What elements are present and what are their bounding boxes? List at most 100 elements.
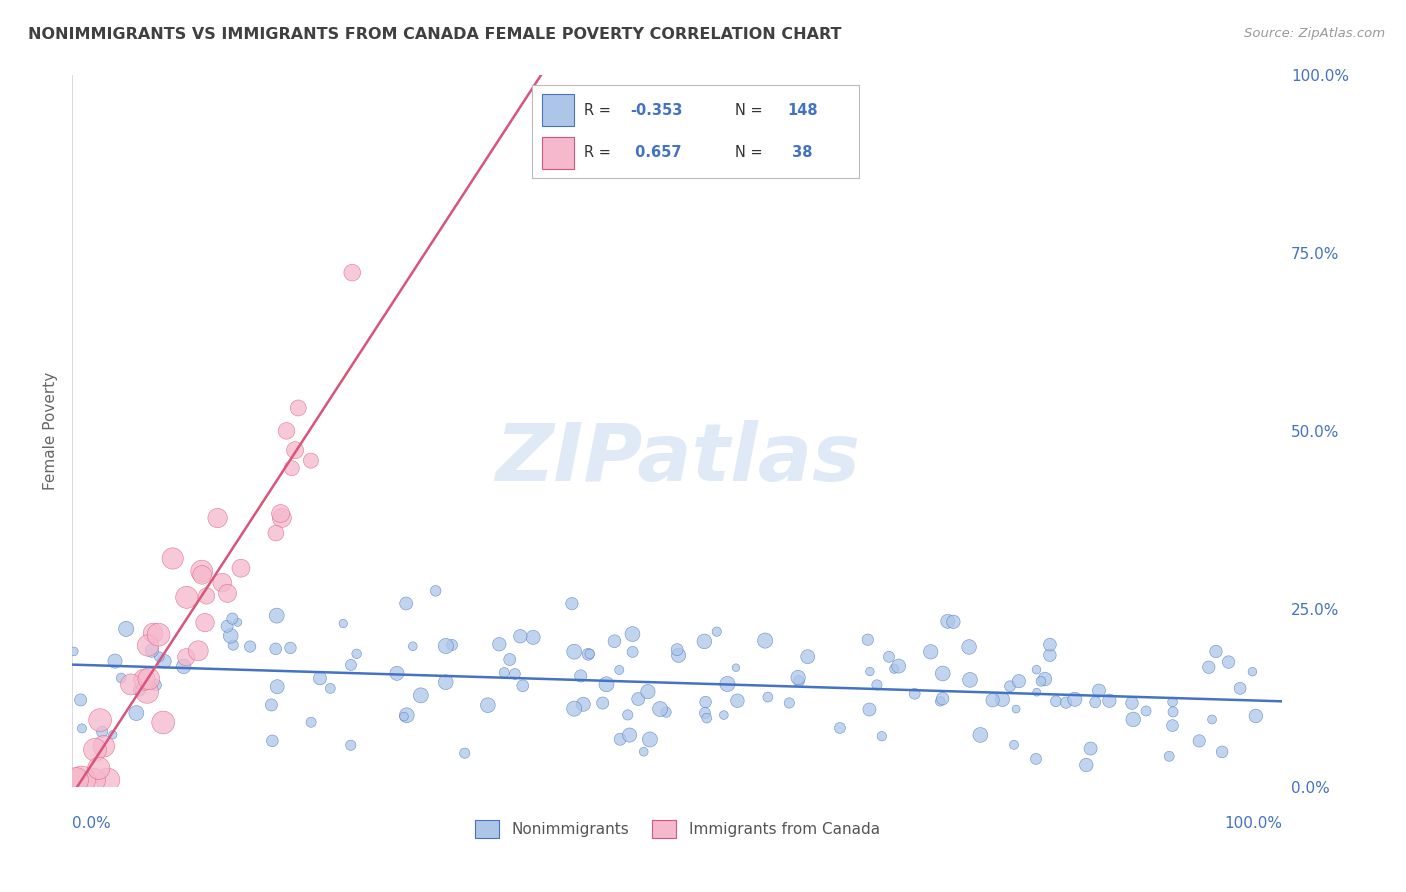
- Point: [319, 681, 342, 696]
- Point: [936, 615, 959, 629]
- Point: [1198, 660, 1220, 674]
- Point: [145, 678, 167, 692]
- Point: [1135, 704, 1157, 718]
- Point: [509, 629, 531, 643]
- Point: [1025, 752, 1047, 766]
- Point: [1218, 655, 1240, 669]
- Point: [503, 667, 526, 681]
- Point: [152, 715, 174, 730]
- Point: [264, 526, 287, 541]
- Point: [1241, 665, 1264, 679]
- Point: [173, 659, 195, 673]
- Point: [402, 640, 425, 654]
- Point: [187, 644, 209, 658]
- Point: [110, 671, 132, 685]
- Point: [1025, 663, 1047, 677]
- Point: [562, 701, 585, 715]
- Point: [920, 645, 942, 659]
- Point: [83, 772, 105, 787]
- Point: [576, 647, 599, 661]
- Point: [1025, 685, 1047, 699]
- Point: [562, 645, 585, 659]
- Point: [959, 673, 981, 687]
- Point: [668, 648, 690, 663]
- Point: [1161, 695, 1184, 709]
- Point: [695, 695, 717, 709]
- Point: [148, 649, 170, 664]
- Point: [957, 640, 980, 654]
- Point: [512, 679, 534, 693]
- Point: [561, 597, 583, 611]
- Point: [332, 616, 354, 631]
- Point: [1076, 758, 1098, 772]
- Point: [148, 628, 170, 642]
- Point: [725, 694, 748, 708]
- Point: [190, 564, 212, 578]
- Point: [395, 708, 418, 723]
- Point: [340, 657, 363, 672]
- Point: [1080, 741, 1102, 756]
- Point: [1159, 749, 1181, 764]
- Point: [595, 677, 617, 691]
- Point: [153, 654, 176, 668]
- Point: [1054, 696, 1077, 710]
- Point: [621, 645, 644, 659]
- Text: ZIPatlas: ZIPatlas: [495, 420, 859, 499]
- Point: [270, 511, 292, 525]
- Point: [211, 575, 233, 590]
- Point: [120, 677, 142, 691]
- Point: [713, 708, 735, 723]
- Point: [134, 673, 156, 687]
- Point: [693, 706, 716, 720]
- Point: [434, 675, 457, 690]
- Point: [621, 627, 644, 641]
- Point: [1229, 681, 1251, 696]
- Point: [142, 626, 165, 640]
- Point: [194, 615, 217, 630]
- Point: [787, 674, 810, 689]
- Point: [856, 632, 879, 647]
- Point: [998, 679, 1021, 693]
- Point: [627, 692, 650, 706]
- Point: [870, 729, 893, 743]
- Y-axis label: Female Poverty: Female Poverty: [44, 372, 58, 490]
- Point: [280, 640, 302, 655]
- Point: [434, 639, 457, 653]
- Point: [756, 690, 779, 704]
- Point: [648, 702, 671, 716]
- Point: [578, 647, 600, 661]
- Point: [454, 746, 477, 760]
- Point: [70, 722, 93, 736]
- Point: [1005, 702, 1028, 716]
- Point: [991, 692, 1014, 706]
- Text: Source: ZipAtlas.com: Source: ZipAtlas.com: [1244, 27, 1385, 40]
- Text: 0.0%: 0.0%: [72, 815, 111, 830]
- Point: [395, 597, 418, 611]
- Point: [981, 693, 1004, 707]
- Point: [696, 711, 718, 725]
- Point: [706, 624, 728, 639]
- Point: [281, 461, 304, 475]
- Point: [1161, 718, 1184, 732]
- Point: [572, 697, 595, 711]
- Point: [603, 634, 626, 648]
- Point: [195, 589, 218, 603]
- Point: [87, 761, 110, 775]
- Legend: Nonimmigrants, Immigrants from Canada: Nonimmigrants, Immigrants from Canada: [468, 814, 886, 844]
- Point: [217, 619, 239, 633]
- Point: [62, 644, 84, 658]
- Point: [266, 680, 288, 694]
- Point: [89, 713, 111, 727]
- Point: [494, 665, 516, 680]
- Point: [1188, 734, 1211, 748]
- Point: [859, 665, 882, 679]
- Point: [693, 634, 716, 648]
- Point: [284, 443, 307, 458]
- Point: [342, 266, 364, 280]
- Point: [619, 728, 641, 742]
- Point: [778, 696, 800, 710]
- Point: [115, 622, 138, 636]
- Point: [942, 615, 965, 629]
- Point: [162, 551, 184, 566]
- Point: [609, 732, 631, 747]
